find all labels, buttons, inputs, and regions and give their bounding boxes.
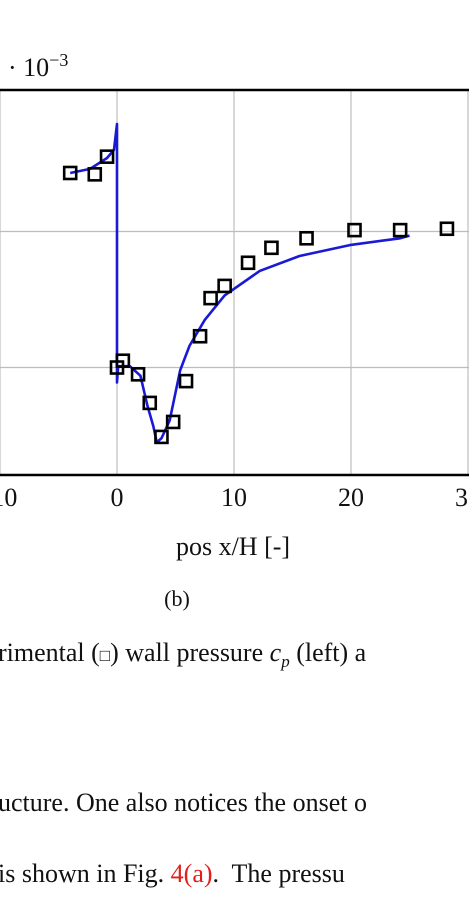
caption: rimental (□) wall pressure cp (left) a bbox=[0, 638, 366, 672]
square-marker bbox=[99, 149, 115, 164]
body-text: . The pressu bbox=[212, 859, 345, 888]
body-line: ucture. One also notices the onset o bbox=[0, 788, 367, 817]
body-line: is shown in Fig. 4(a). The pressu bbox=[0, 859, 345, 889]
sublabel: (b) bbox=[164, 586, 190, 611]
square-marker bbox=[392, 222, 408, 238]
square-marker bbox=[62, 165, 78, 181]
caption-variable: c bbox=[269, 638, 282, 667]
square-marker bbox=[165, 414, 181, 430]
x-tick-label: 10 bbox=[221, 483, 247, 512]
square-marker bbox=[178, 373, 194, 389]
square-marker bbox=[130, 367, 146, 382]
square-marker bbox=[115, 353, 131, 369]
x-tick-label: 0 bbox=[111, 483, 124, 512]
scale-label: · 10−3 bbox=[8, 50, 68, 82]
x-tick-label: 20 bbox=[338, 483, 364, 512]
x-tick-label: -10 bbox=[0, 483, 17, 512]
square-marker bbox=[203, 290, 218, 306]
caption-text: rimental ( bbox=[0, 638, 100, 667]
caption-text: ) wall pressure bbox=[110, 638, 270, 667]
square-marker bbox=[299, 230, 314, 246]
line-series bbox=[69, 122, 410, 444]
scale-base: · 10 bbox=[8, 53, 49, 82]
square-marker bbox=[264, 240, 279, 256]
chart: · 10−3 -10 0 10 20 30 bbox=[0, 50, 469, 512]
grid bbox=[0, 90, 469, 475]
scale-exponent: −3 bbox=[49, 50, 68, 70]
x-tick-label: 30 bbox=[455, 483, 469, 512]
square-marker bbox=[154, 429, 169, 445]
square-marker bbox=[240, 255, 256, 271]
x-axis-label: pos x/H [-] bbox=[175, 532, 291, 561]
square-marker bbox=[439, 221, 455, 237]
plot bbox=[62, 122, 455, 445]
square-marker bbox=[142, 395, 158, 411]
square-marker bbox=[192, 328, 208, 344]
caption-subscript: p bbox=[281, 652, 290, 672]
caption-text: (left) a bbox=[289, 638, 367, 667]
square-marker bbox=[217, 278, 232, 294]
square-marker bbox=[87, 167, 103, 182]
tick-labels: -10 0 10 20 30 bbox=[0, 483, 469, 512]
caption-symbol: □ bbox=[99, 646, 111, 665]
figure-reference[interactable]: 4(a) bbox=[170, 859, 213, 888]
square-marker bbox=[347, 222, 362, 238]
body-text: is shown in Fig. bbox=[0, 859, 171, 888]
